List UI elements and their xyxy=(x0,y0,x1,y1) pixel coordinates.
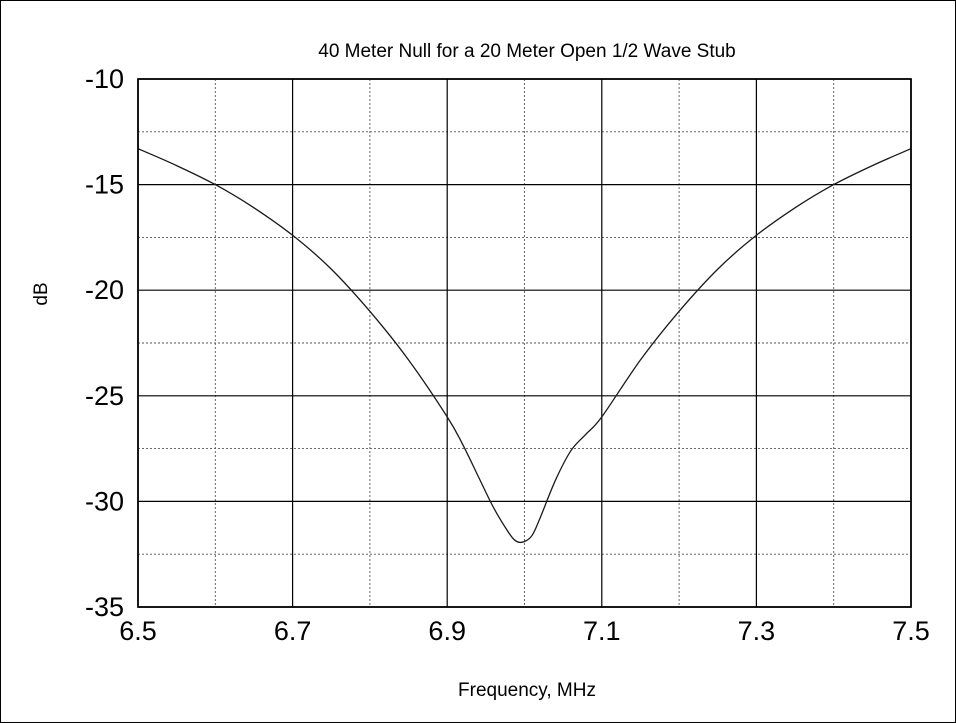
y-tick-label: -25 xyxy=(85,381,124,411)
x-tick-label: 7.1 xyxy=(583,616,621,646)
x-tick-label: 6.9 xyxy=(428,616,466,646)
series-layer xyxy=(137,148,912,544)
x-tick-label: 7.5 xyxy=(892,616,930,646)
chart-title: 40 Meter Null for a 20 Meter Open 1/2 Wa… xyxy=(318,41,736,62)
y-tick-label: -30 xyxy=(85,486,124,516)
x-axis-label: Frequency, MHz xyxy=(458,680,596,701)
tick-labels: 6.5 6.7 6.9 7.1 7.3 7.5 -10 -15 -20 -25 -30 -35 xyxy=(85,64,930,646)
x-tick-label: 7.3 xyxy=(738,616,776,646)
y-tick-label: -10 xyxy=(85,64,124,94)
x-tick-label: 6.7 xyxy=(274,616,312,646)
y-tick-label: -20 xyxy=(85,275,124,305)
y-tick-label: -15 xyxy=(85,170,124,200)
y-axis-label: dB xyxy=(31,282,52,305)
plot-border xyxy=(137,78,912,608)
y-tick-label: -35 xyxy=(85,592,124,622)
x-tick-label: 6.5 xyxy=(119,616,157,646)
series-line-0 xyxy=(137,148,912,544)
